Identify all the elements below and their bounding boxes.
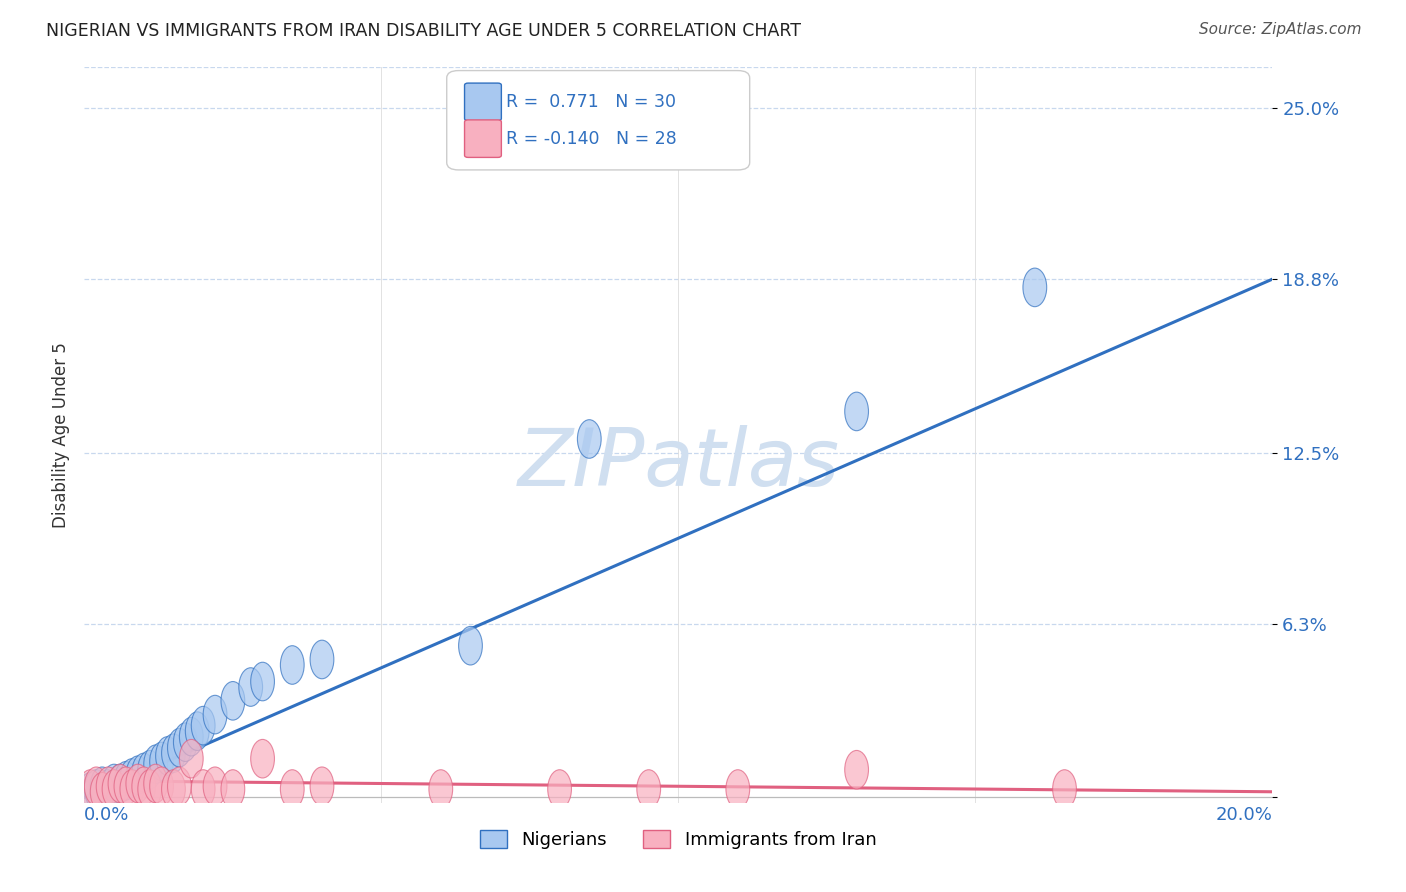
Ellipse shape <box>250 662 274 701</box>
Text: 0.0%: 0.0% <box>84 806 129 824</box>
Ellipse shape <box>127 764 149 803</box>
Ellipse shape <box>221 681 245 720</box>
Legend: Nigerians, Immigrants from Iran: Nigerians, Immigrants from Iran <box>472 822 884 856</box>
Ellipse shape <box>725 770 749 808</box>
Ellipse shape <box>103 770 127 808</box>
Ellipse shape <box>845 750 869 789</box>
Ellipse shape <box>458 626 482 665</box>
Ellipse shape <box>149 742 173 780</box>
Ellipse shape <box>578 420 602 458</box>
Ellipse shape <box>280 646 304 684</box>
Ellipse shape <box>143 745 167 783</box>
Ellipse shape <box>180 717 202 756</box>
Ellipse shape <box>180 739 202 778</box>
Ellipse shape <box>280 770 304 808</box>
Ellipse shape <box>204 767 226 805</box>
Ellipse shape <box>239 668 263 706</box>
FancyBboxPatch shape <box>464 120 502 157</box>
Ellipse shape <box>114 762 138 800</box>
Ellipse shape <box>132 753 156 792</box>
Ellipse shape <box>120 770 143 808</box>
Ellipse shape <box>173 723 197 762</box>
Ellipse shape <box>221 770 245 808</box>
Ellipse shape <box>96 770 120 808</box>
Ellipse shape <box>149 767 173 805</box>
Ellipse shape <box>637 770 661 808</box>
Ellipse shape <box>90 767 114 805</box>
Ellipse shape <box>186 712 209 750</box>
Y-axis label: Disability Age Under 5: Disability Age Under 5 <box>52 342 70 528</box>
Ellipse shape <box>84 767 108 805</box>
Ellipse shape <box>191 770 215 808</box>
Ellipse shape <box>127 756 149 795</box>
Text: 20.0%: 20.0% <box>1216 806 1272 824</box>
Ellipse shape <box>250 739 274 778</box>
Ellipse shape <box>204 695 226 734</box>
Ellipse shape <box>114 767 138 805</box>
Ellipse shape <box>79 770 103 808</box>
Ellipse shape <box>138 750 162 789</box>
FancyBboxPatch shape <box>464 83 502 120</box>
Ellipse shape <box>96 767 120 805</box>
Ellipse shape <box>162 770 186 808</box>
Ellipse shape <box>167 729 191 767</box>
Ellipse shape <box>84 770 108 808</box>
Ellipse shape <box>143 764 167 803</box>
Ellipse shape <box>1053 770 1077 808</box>
Text: Source: ZipAtlas.com: Source: ZipAtlas.com <box>1198 22 1361 37</box>
Ellipse shape <box>311 767 333 805</box>
Ellipse shape <box>103 764 127 803</box>
Ellipse shape <box>132 767 156 805</box>
Text: ZIPatlas: ZIPatlas <box>517 425 839 503</box>
Text: R = -0.140   N = 28: R = -0.140 N = 28 <box>506 130 676 148</box>
Ellipse shape <box>191 706 215 745</box>
Ellipse shape <box>429 770 453 808</box>
Ellipse shape <box>311 640 333 679</box>
Ellipse shape <box>90 772 114 811</box>
Ellipse shape <box>845 392 869 431</box>
Text: NIGERIAN VS IMMIGRANTS FROM IRAN DISABILITY AGE UNDER 5 CORRELATION CHART: NIGERIAN VS IMMIGRANTS FROM IRAN DISABIL… <box>46 22 801 40</box>
Ellipse shape <box>79 772 103 811</box>
Ellipse shape <box>108 764 132 803</box>
Ellipse shape <box>138 770 162 808</box>
FancyBboxPatch shape <box>447 70 749 170</box>
Ellipse shape <box>108 764 132 803</box>
Ellipse shape <box>156 737 180 775</box>
Ellipse shape <box>548 770 571 808</box>
Ellipse shape <box>167 767 191 805</box>
Ellipse shape <box>162 734 186 772</box>
Ellipse shape <box>1024 268 1046 307</box>
Text: R =  0.771   N = 30: R = 0.771 N = 30 <box>506 94 676 112</box>
Ellipse shape <box>120 759 143 797</box>
